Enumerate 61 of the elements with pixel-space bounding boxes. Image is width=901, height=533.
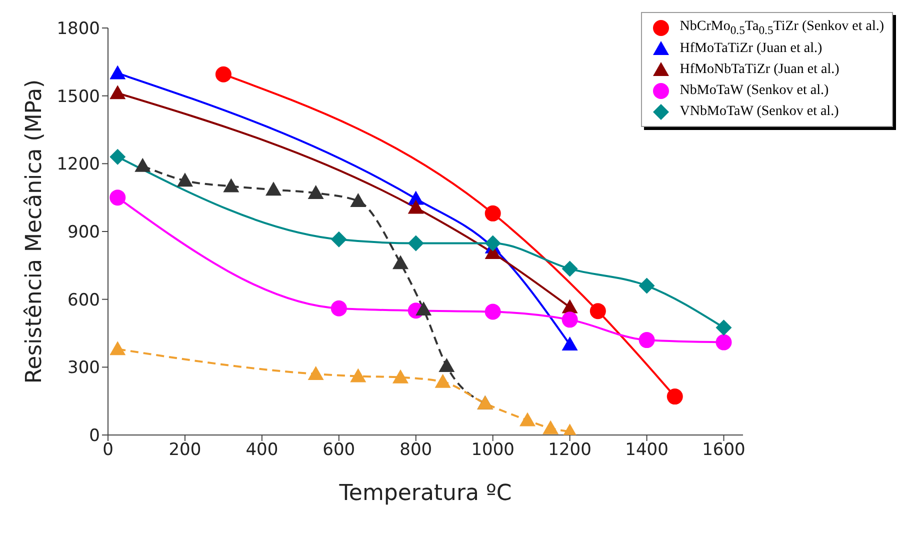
- point: [590, 303, 606, 320]
- point: [542, 420, 559, 434]
- point: [562, 312, 578, 328]
- legend-label: NbCrMo$_{0.5}$Ta$_{0.5}$TiZr (Senkov et al.): [680, 18, 884, 36]
- point: [223, 178, 240, 192]
- point: [562, 336, 578, 351]
- point: [438, 358, 455, 372]
- point: [330, 231, 347, 248]
- x-tick-label: 400: [246, 440, 278, 460]
- x-tick-label: 1000: [471, 440, 514, 460]
- y-tick-label: 900: [68, 222, 100, 243]
- y-tick-label: 1500: [56, 86, 100, 107]
- point: [350, 368, 366, 382]
- point: [308, 185, 324, 200]
- legend-label: VNbMoTaW (Senkov et al.): [680, 104, 839, 120]
- point: [176, 172, 193, 187]
- point: [638, 332, 655, 348]
- point: [215, 66, 232, 82]
- y-tick-label: 300: [68, 358, 100, 378]
- legend-label: NbMoTaW (Senkov et al.): [680, 82, 829, 98]
- point: [392, 369, 408, 384]
- point: [484, 235, 501, 252]
- point: [716, 320, 732, 336]
- point: [110, 190, 126, 206]
- x-tick-label: 1200: [548, 440, 592, 460]
- point: [110, 148, 126, 165]
- y-tick-label: 1800: [56, 19, 100, 40]
- x-tick-label: 0: [102, 440, 114, 460]
- point: [484, 205, 501, 222]
- y-tick-label: 600: [68, 290, 100, 310]
- x-tick-label: 200: [168, 440, 202, 460]
- x-tick-label: 1600: [702, 440, 746, 460]
- point: [484, 304, 501, 320]
- point: [519, 412, 536, 426]
- x-tick-label: 800: [400, 440, 432, 460]
- point: [716, 334, 732, 350]
- point: [638, 278, 655, 294]
- point: [265, 182, 282, 196]
- point: [134, 158, 151, 172]
- x-tick-label: 1400: [625, 440, 668, 460]
- point: [434, 374, 451, 388]
- point: [110, 65, 126, 80]
- point: [110, 85, 126, 100]
- point: [330, 300, 347, 316]
- point: [392, 255, 408, 270]
- point: [408, 200, 424, 214]
- y-tick-label: 1200: [56, 154, 100, 175]
- point: [308, 366, 324, 380]
- y-axis-title: Resistência Mecânica (MPa): [22, 79, 47, 384]
- x-tick-label: 600: [322, 440, 356, 460]
- y-tick-label: 0: [89, 426, 100, 446]
- point: [408, 235, 424, 252]
- point: [110, 341, 126, 356]
- x-axis-title: Temperatura ºC: [338, 481, 512, 506]
- point: [562, 299, 578, 314]
- point: [416, 302, 432, 316]
- point: [666, 388, 683, 405]
- point: [350, 192, 366, 207]
- legend-label: HfMoNbTaTiZr (Juan et al.): [680, 62, 840, 78]
- point: [562, 260, 578, 277]
- legend-label: HfMoTaTiZr (Juan et al.): [680, 40, 822, 56]
